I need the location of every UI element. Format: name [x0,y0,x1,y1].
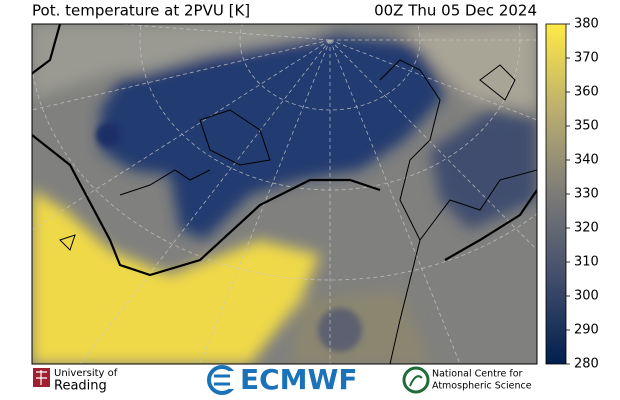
ncas-line2: Atmospheric Science [432,381,532,392]
colorbar-tick-label: 350 [574,119,599,134]
colorbar-tick-label: 330 [574,187,599,202]
title: Pot. temperature at 2PVU [K] [32,2,250,20]
colorbar [545,23,567,365]
ncas-logo: National Centre for Atmospheric Science [402,366,532,394]
colorbar-tick-label: 320 [574,221,599,236]
ecmwf-logo: ECMWF [207,363,358,396]
colorbar-tick-label: 360 [574,85,599,100]
map [32,24,537,364]
colorbar-tick-label: 310 [574,255,599,270]
colorbar-tick-label: 370 [574,51,599,66]
colorbar-tick-label: 340 [574,153,599,168]
colorbar-tick-label: 290 [574,323,599,338]
map-frame [31,23,538,365]
colorbar-tick-label: 280 [574,357,599,372]
date: 00Z Thu 05 Dec 2024 [374,2,537,20]
ncas-line1: National Centre for [432,369,523,380]
colorbar-tick-label: 380 [574,17,599,32]
reading-line2: Reading [54,379,107,394]
ecmwf-text: ECMWF [240,363,358,396]
reading-logo: University of Reading [33,368,118,394]
reading-line1: University of [54,368,118,379]
colorbar-tick-label: 300 [574,289,599,304]
